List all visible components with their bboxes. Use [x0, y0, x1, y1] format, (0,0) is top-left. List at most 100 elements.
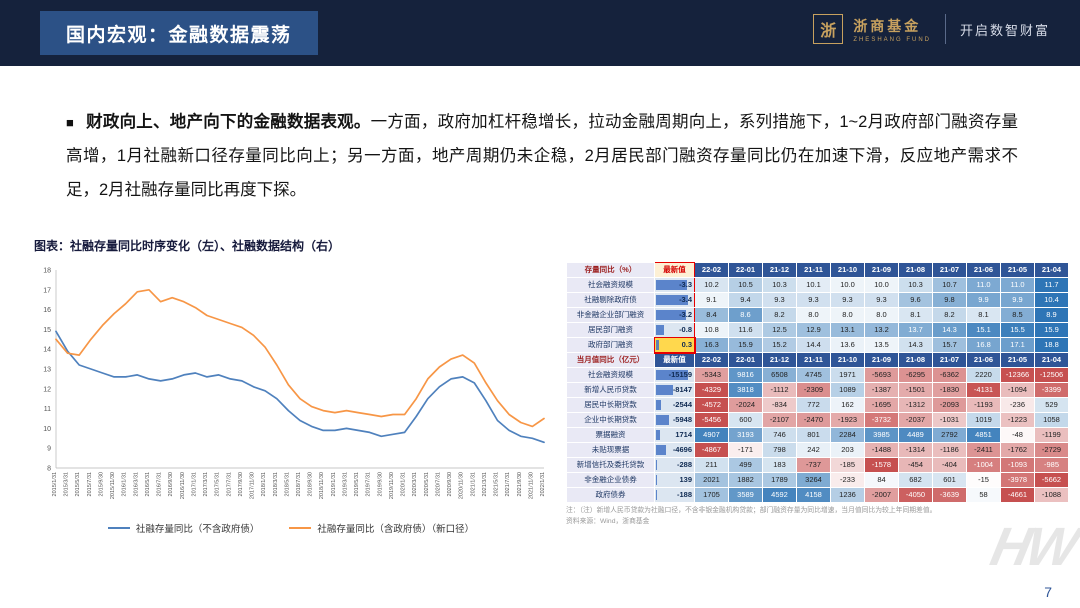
- value-cell: 211: [694, 457, 729, 474]
- table-row: 社会融资规模 -15159 -5343 9816 6508 4745 1971 -5693 -6…: [566, 367, 1069, 384]
- svg-text:2021/5/31: 2021/5/31: [494, 472, 500, 496]
- table-row: 社会融资规模 -3.3 10.2 10.5 10.3 10.1 10.0 10.0 10.3 10…: [566, 277, 1069, 294]
- value-cell: 2284: [830, 427, 865, 444]
- value-cell: -2107: [762, 412, 797, 429]
- svg-text:2017/1/31: 2017/1/31: [191, 472, 197, 496]
- value-cell: -12506: [1034, 367, 1069, 384]
- value-cell: 8.9: [1034, 307, 1069, 324]
- brand-name-en: ZHESHANG FUND: [853, 36, 931, 43]
- latest-value-cell: -188: [654, 487, 695, 504]
- brand-logo-icon: 浙: [813, 14, 844, 44]
- value-cell: 3264: [796, 472, 831, 489]
- value-cell: -1314: [898, 442, 933, 459]
- value-cell: -2024: [728, 397, 763, 414]
- value-cell: 11.6: [728, 322, 763, 339]
- month-column-header: 21-08: [898, 352, 933, 369]
- month-column-header: 21-07: [932, 262, 967, 279]
- svg-text:2021/9/30: 2021/9/30: [517, 472, 523, 496]
- svg-text:2018/5/31: 2018/5/31: [284, 472, 290, 496]
- value-cell: -1762: [1000, 442, 1035, 459]
- svg-text:2016/1/31: 2016/1/31: [122, 472, 128, 496]
- value-cell: 8.4: [694, 307, 729, 324]
- value-cell: 10.1: [796, 277, 831, 294]
- value-cell: -2729: [1034, 442, 1069, 459]
- value-cell: 10.2: [694, 277, 729, 294]
- value-cell: -1199: [1034, 427, 1069, 444]
- value-cell: -48: [1000, 427, 1035, 444]
- svg-text:2015/11/30: 2015/11/30: [110, 472, 116, 499]
- svg-text:2021/3/31: 2021/3/31: [482, 472, 488, 496]
- row-label: 新增人民币贷款: [566, 382, 655, 399]
- svg-text:2021/1/31: 2021/1/31: [470, 472, 476, 496]
- value-cell: 13.7: [898, 322, 933, 339]
- value-cell: 8.0: [830, 307, 865, 324]
- latest-value-cell: -3.4: [654, 292, 695, 309]
- svg-text:18: 18: [43, 268, 51, 275]
- value-cell: -1186: [932, 442, 967, 459]
- value-cell: 6508: [762, 367, 797, 384]
- value-cell: 4851: [966, 427, 1001, 444]
- content-row: 8 9 10 11 12 13 14 15 16 17 18 2015/1/31 2015/3/31 20…: [30, 262, 1069, 535]
- latest-value-cell: -3.2: [654, 307, 695, 324]
- value-cell: 8.5: [1000, 307, 1035, 324]
- value-cell: -1830: [932, 382, 967, 399]
- svg-text:2019/11/30: 2019/11/30: [389, 472, 395, 499]
- value-cell: 15.9: [728, 337, 763, 354]
- value-cell: 601: [932, 472, 967, 489]
- svg-text:2021/11/30: 2021/11/30: [528, 472, 534, 499]
- series-line: [55, 289, 545, 428]
- month-column-header: 21-12: [762, 352, 797, 369]
- table-header-row: 当月值同比（亿元） 最新值 22-02 22-01 21-12 21-11 21-10 21-…: [566, 352, 1069, 369]
- value-cell: -6362: [932, 367, 967, 384]
- series-line: [55, 330, 545, 444]
- value-cell: -3399: [1034, 382, 1069, 399]
- svg-text:2018/11/30: 2018/11/30: [319, 472, 325, 499]
- value-cell: -5662: [1034, 472, 1069, 489]
- latest-value-cell: -2544: [654, 397, 695, 414]
- row-label: 未贴现票据: [566, 442, 655, 459]
- svg-text:2016/11/30: 2016/11/30: [180, 472, 186, 499]
- value-cell: -737: [796, 457, 831, 474]
- month-column-header: 21-04: [1034, 352, 1069, 369]
- value-cell: -185: [830, 457, 865, 474]
- svg-text:2018/1/31: 2018/1/31: [261, 472, 267, 496]
- row-label: 政府部门融资: [566, 337, 655, 354]
- value-cell: 11.0: [966, 277, 1001, 294]
- value-cell: 18.8: [1034, 337, 1069, 354]
- value-cell: -1112: [762, 382, 797, 399]
- svg-text:2019/3/31: 2019/3/31: [343, 472, 349, 496]
- value-cell: -233: [830, 472, 865, 489]
- chart-legend: 社融存量同比（不含政府债） 社融存量同比（含政府债）（新口径）: [30, 521, 552, 535]
- svg-text:2015/5/31: 2015/5/31: [75, 472, 81, 496]
- value-cell: -171: [728, 442, 763, 459]
- value-cell: 2792: [932, 427, 967, 444]
- value-cell: 12.5: [762, 322, 797, 339]
- value-cell: 242: [796, 442, 831, 459]
- value-cell: 10.5: [728, 277, 763, 294]
- value-cell: -454: [898, 457, 933, 474]
- value-cell: 9.9: [966, 292, 1001, 309]
- table-row: 政府债券 -188 1705 3589 4592 4158 1236 -2007 -4050 -3…: [566, 487, 1069, 504]
- brand-slogan: 开启数智财富: [959, 22, 1050, 38]
- value-cell: 58: [966, 487, 1001, 504]
- data-table-panel: 存量同比（%） 最新值 22-02 22-01 21-12 21-11 21-10 21-09…: [566, 262, 1069, 535]
- value-cell: -1312: [898, 397, 933, 414]
- row-label: 票据融资: [566, 427, 655, 444]
- value-cell: -3978: [1000, 472, 1035, 489]
- value-cell: 84: [864, 472, 899, 489]
- value-cell: 8.2: [762, 307, 797, 324]
- value-cell: -4867: [694, 442, 729, 459]
- table-row: 未贴现票据 -4696 -4867 -171 798 242 203 -1488 -1314 -1…: [566, 442, 1069, 459]
- month-column-header: 21-12: [762, 262, 797, 279]
- value-cell: 14.3: [932, 322, 967, 339]
- svg-text:2019/7/31: 2019/7/31: [366, 472, 372, 496]
- value-cell: 4158: [796, 487, 831, 504]
- row-label: 非金融企业部门融资: [566, 307, 655, 324]
- value-cell: 9.9: [1000, 292, 1035, 309]
- value-cell: 1089: [830, 382, 865, 399]
- svg-text:2016/5/31: 2016/5/31: [145, 472, 151, 496]
- value-cell: -1501: [898, 382, 933, 399]
- month-column-header: 21-11: [796, 352, 831, 369]
- month-column-header: 22-01: [728, 262, 763, 279]
- value-cell: 203: [830, 442, 865, 459]
